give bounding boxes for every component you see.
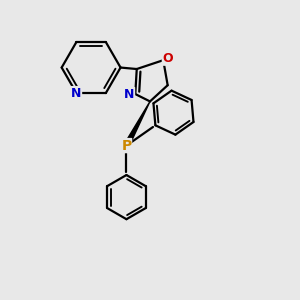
Text: P: P — [121, 139, 132, 153]
Text: N: N — [71, 87, 82, 100]
Polygon shape — [124, 101, 150, 147]
Text: O: O — [162, 52, 173, 65]
Text: N: N — [124, 88, 135, 100]
